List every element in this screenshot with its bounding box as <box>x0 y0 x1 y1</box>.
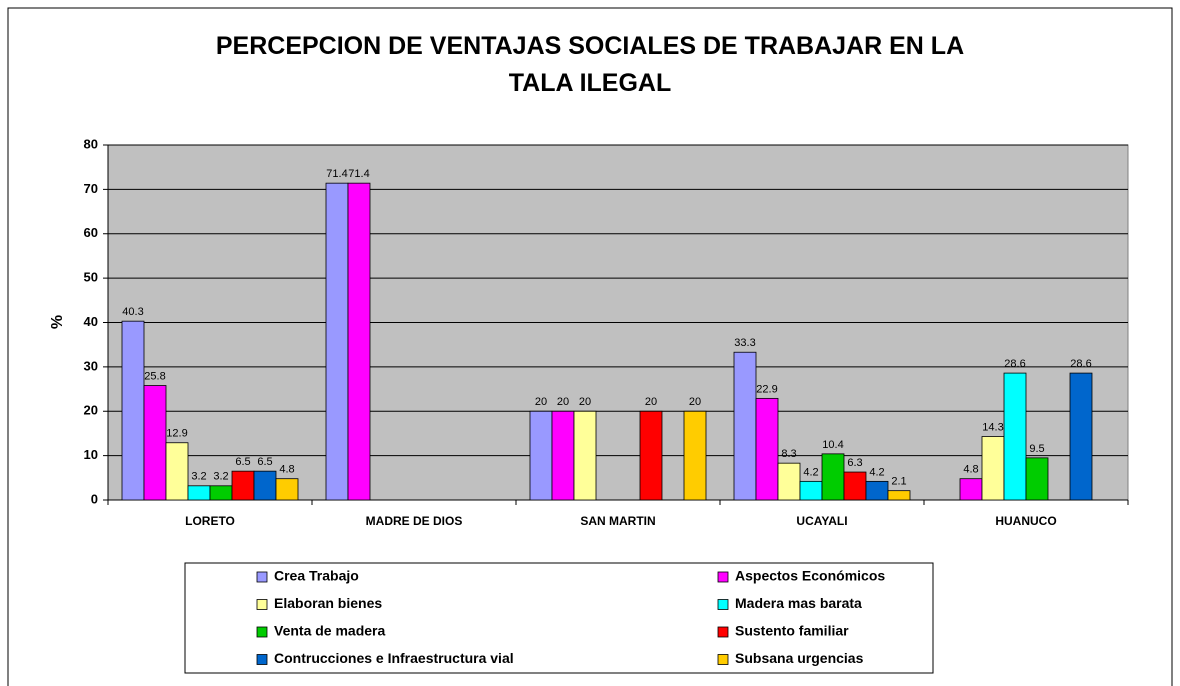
value-label: 71.4 <box>326 168 347 180</box>
value-label: 20 <box>689 396 701 408</box>
y-tick-label: 60 <box>84 225 98 240</box>
legend-label: Contrucciones e Infraestructura vial <box>274 650 514 666</box>
legend-swatch <box>717 571 729 583</box>
y-tick-label: 30 <box>84 358 98 373</box>
value-label: 4.8 <box>279 464 294 476</box>
bar <box>959 478 983 501</box>
value-label: 33.3 <box>734 337 755 349</box>
value-label: 71.4 <box>348 168 369 180</box>
x-tick-label: LORETO <box>185 514 235 528</box>
value-label: 9.5 <box>1029 443 1044 455</box>
bar <box>865 480 889 501</box>
value-label: 10.4 <box>822 439 843 451</box>
value-label: 8.3 <box>781 448 796 460</box>
value-label: 4.8 <box>963 464 978 476</box>
bar <box>551 410 575 501</box>
value-label: 12.9 <box>166 428 187 440</box>
y-axis-label: % <box>49 315 66 329</box>
value-label: 4.2 <box>869 466 884 478</box>
bar <box>777 462 801 501</box>
bar <box>755 397 779 501</box>
value-label: 3.2 <box>191 471 206 483</box>
legend-swatch <box>717 626 729 638</box>
value-label: 20 <box>645 396 657 408</box>
bar <box>821 453 845 501</box>
bar <box>121 320 145 501</box>
bar <box>231 470 255 501</box>
value-label: 4.2 <box>803 466 818 478</box>
value-label: 28.6 <box>1004 358 1025 370</box>
value-label: 6.5 <box>257 456 272 468</box>
legend-label: Sustento familiar <box>735 623 849 639</box>
bar <box>1003 372 1027 501</box>
x-tick-label: UCAYALI <box>796 514 847 528</box>
legend-label: Venta de madera <box>274 623 385 639</box>
legend-swatch <box>717 654 729 665</box>
legend-swatch <box>717 599 729 610</box>
bar <box>683 410 707 501</box>
y-tick-label: 20 <box>84 403 98 418</box>
value-label: 40.3 <box>122 306 143 318</box>
y-tick-label: 80 <box>84 136 98 151</box>
bar <box>143 385 167 501</box>
legend-label: Elaboran bienes <box>274 595 382 611</box>
bar <box>347 182 371 501</box>
legend-label: Madera mas barata <box>735 595 862 611</box>
legend-swatch <box>256 626 268 638</box>
value-label: 28.6 <box>1070 358 1091 370</box>
bar <box>573 410 597 501</box>
bar <box>981 436 1005 501</box>
value-label: 20 <box>579 396 591 408</box>
bar <box>209 485 233 501</box>
bar <box>639 410 663 501</box>
x-tick-label: MADRE DE DIOS <box>366 514 463 528</box>
bar <box>843 471 867 501</box>
y-tick-label: 10 <box>84 447 98 462</box>
value-label: 20 <box>535 396 547 408</box>
chart-title: PERCEPCION DE VENTAJAS SOCIALES DE TRABA… <box>215 32 965 97</box>
bar <box>275 478 299 501</box>
y-tick-label: 50 <box>84 270 98 285</box>
legend <box>184 562 934 674</box>
y-tick-label: 0 <box>91 491 98 506</box>
bar <box>165 442 189 501</box>
legend-swatch <box>256 599 268 610</box>
legend-label: Crea Trabajo <box>274 568 359 584</box>
legend-swatch <box>256 654 268 665</box>
bar <box>799 480 823 501</box>
value-label: 22.9 <box>756 383 777 395</box>
x-tick-label: HUANUCO <box>995 514 1056 528</box>
bar <box>253 470 277 501</box>
value-label: 14.3 <box>982 421 1003 433</box>
value-label: 25.8 <box>144 370 165 382</box>
bar <box>733 351 757 501</box>
bar <box>887 490 911 501</box>
value-label: 20 <box>557 396 569 408</box>
x-tick-label: SAN MARTIN <box>580 514 655 528</box>
bar <box>325 182 349 501</box>
legend-swatch <box>256 571 268 583</box>
value-label: 6.5 <box>235 456 250 468</box>
value-label: 3.2 <box>213 471 228 483</box>
bar <box>1025 457 1049 501</box>
bar <box>187 485 211 501</box>
y-tick-label: 40 <box>84 314 98 329</box>
legend-label: Subsana urgencias <box>735 650 864 666</box>
bar <box>1069 372 1093 501</box>
bar <box>529 410 553 501</box>
legend-label: Aspectos Económicos <box>735 568 885 584</box>
y-tick-label: 70 <box>84 181 98 196</box>
value-label: 2.1 <box>891 476 906 488</box>
chart-border <box>7 7 1173 686</box>
value-label: 6.3 <box>847 457 862 469</box>
